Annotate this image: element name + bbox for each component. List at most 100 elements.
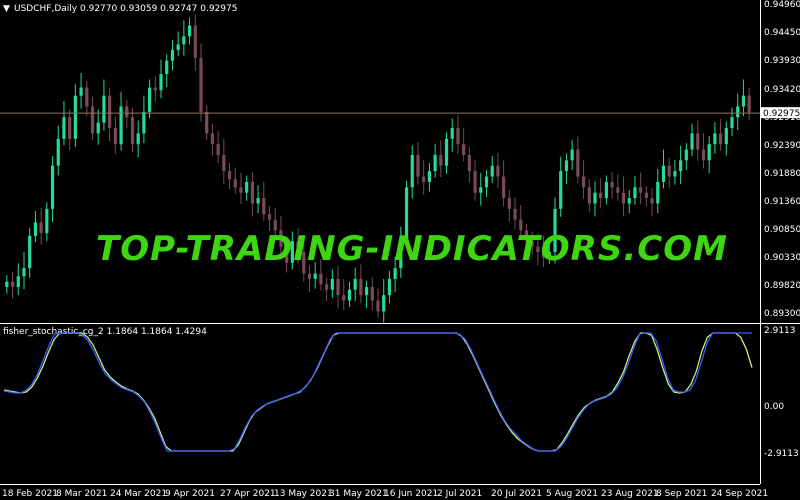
candle: [10, 271, 15, 299]
candle-body: [427, 171, 431, 182]
candle-body: [450, 128, 454, 139]
candle: [524, 223, 529, 253]
candle-body: [285, 246, 289, 263]
candle: [216, 131, 220, 164]
candle-body: [296, 241, 300, 252]
candle: [85, 81, 89, 117]
candle-body: [484, 176, 489, 188]
price-tick: 0.92390: [764, 141, 800, 151]
candle-body: [359, 278, 363, 296]
candle-body: [490, 165, 494, 177]
candle: [170, 40, 175, 71]
time-tick: 24 Sep 2021: [711, 489, 768, 499]
candle-body: [747, 95, 751, 114]
candle-body: [199, 57, 203, 112]
candle: [439, 140, 443, 178]
candle-body: [679, 160, 683, 172]
candle-body: [610, 181, 614, 188]
candle-body: [524, 230, 529, 242]
candle: [108, 87, 112, 141]
candle-body: [404, 187, 409, 242]
price-tick: 0.91360: [764, 197, 800, 207]
indicator-axis: 2.9113 0.00 -2.9113: [764, 326, 799, 459]
candle: [530, 231, 534, 255]
candle: [193, 14, 197, 71]
candle-body: [536, 246, 540, 252]
time-tick: 23 Aug 2021: [601, 489, 659, 499]
candle-body: [730, 117, 734, 128]
candle: [604, 175, 608, 205]
chart-title-icon: ▼: [3, 4, 10, 14]
candle-body: [302, 252, 306, 274]
candle-body: [736, 106, 740, 118]
candle-body: [79, 87, 83, 96]
candle: [148, 79, 152, 119]
candle: [347, 281, 352, 307]
candle-body: [159, 74, 163, 91]
candle: [473, 159, 477, 201]
candle-body: [741, 95, 746, 107]
candle: [102, 79, 106, 131]
candle-body: [216, 144, 220, 155]
candle: [370, 277, 374, 311]
candle: [199, 43, 203, 122]
candle-body: [718, 133, 723, 145]
candle: [285, 240, 289, 273]
candle: [599, 178, 603, 208]
candle: [319, 259, 323, 291]
candle: [387, 270, 392, 304]
candle: [559, 156, 563, 217]
candle-body: [22, 268, 26, 277]
candle-body: [73, 95, 77, 139]
indicator-panel[interactable]: fisher_stochastic_cg_2 1.1864 1.1864 1.4…: [3, 327, 753, 452]
candle: [410, 145, 414, 199]
candle-body: [347, 289, 352, 301]
candle-body: [313, 273, 317, 279]
candle: [136, 120, 140, 158]
candle: [336, 266, 340, 309]
candle: [330, 269, 334, 298]
candle: [513, 197, 517, 230]
candle-body: [479, 187, 483, 193]
candle: [462, 128, 466, 162]
candle: [639, 172, 643, 205]
candle: [359, 264, 363, 304]
candle-body: [319, 273, 323, 285]
price-tick: 0.94960: [764, 0, 800, 10]
candle-body: [416, 154, 420, 177]
ohlc-values: 0.92770 0.93059 0.92747 0.92975: [80, 4, 237, 14]
candle: [621, 176, 626, 217]
candle-body: [33, 222, 38, 236]
time-tick: 9 Apr 2021: [165, 489, 215, 499]
candle-body: [422, 176, 426, 182]
candle-body: [330, 278, 334, 290]
candle: [279, 215, 283, 260]
candle: [376, 287, 380, 318]
candle: [570, 139, 574, 171]
candle-body: [210, 133, 215, 145]
price-panel[interactable]: ▼ USDCHF,Daily 0.92770 0.93059 0.92747 0…: [0, 0, 760, 323]
candle-body: [68, 117, 72, 139]
time-tick: 13 May 2021: [274, 489, 333, 499]
time-tick: 8 Sep 2021: [656, 489, 707, 499]
candle: [302, 235, 306, 282]
candle: [724, 121, 728, 156]
candle: [233, 167, 237, 194]
candle: [576, 136, 580, 183]
candle: [730, 107, 734, 137]
time-tick: 5 Aug 2021: [546, 489, 598, 499]
candle: [633, 175, 637, 205]
candle: [593, 181, 597, 217]
candle-body: [410, 154, 414, 188]
candle: [416, 142, 420, 185]
price-tick: 0.93930: [764, 56, 800, 66]
candle-body: [62, 117, 66, 139]
candle-body: [370, 287, 374, 301]
candle-body: [5, 281, 9, 288]
candle-body: [616, 187, 620, 193]
candle: [718, 118, 723, 151]
time-tick: 20 Jul 2021: [491, 489, 542, 499]
candle-body: [336, 278, 340, 296]
candle-body: [142, 111, 146, 134]
